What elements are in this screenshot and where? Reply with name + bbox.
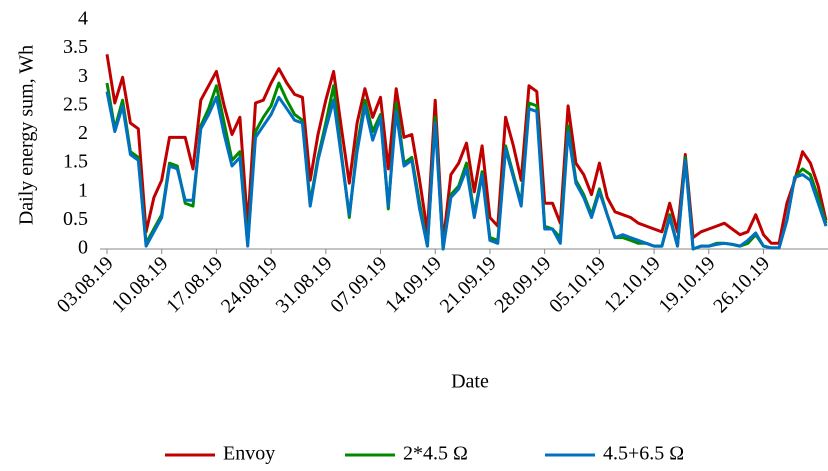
x-tick-label: 31.08.19 [272, 252, 337, 317]
y-tick-label: 3 [78, 65, 88, 87]
y-tick-label: 3.5 [63, 36, 88, 58]
x-tick-label: 10.08.19 [107, 252, 172, 317]
x-tick-label: 24.08.19 [217, 252, 282, 317]
y-tick-label: 0 [78, 237, 88, 259]
y-tick-label: 2 [78, 122, 88, 144]
y-tick-label: 2.5 [63, 93, 88, 115]
x-tick-label: 17.08.19 [162, 252, 227, 317]
x-axis-title: Date [451, 371, 489, 393]
series-line [105, 54, 828, 245]
legend-label: Envoy [223, 443, 275, 465]
x-tick-label: 19.10.19 [655, 252, 720, 317]
x-tick-label: 05.10.19 [545, 252, 610, 317]
legend-label: 2*4.5 Ω [403, 443, 468, 465]
x-tick-label: 28.09.19 [490, 252, 555, 317]
series-line [105, 91, 828, 251]
x-tick-label: 12.10.19 [600, 252, 665, 317]
y-axis-title: Daily energy sum, Wh [16, 45, 38, 225]
x-tick-label: 21.09.19 [436, 252, 501, 317]
y-tick-label: 1.5 [63, 151, 88, 173]
x-tick-label: 14.09.19 [381, 252, 446, 317]
x-tick-label: 07.09.19 [326, 252, 391, 317]
y-tick-label: 4 [78, 8, 88, 30]
legend-label: 4.5+6.5 Ω [603, 443, 684, 465]
y-tick-label: 0.5 [63, 208, 88, 230]
x-tick-label: 03.08.19 [53, 252, 118, 317]
y-tick-label: 1 [78, 179, 88, 201]
x-tick-label: 26.10.19 [709, 252, 774, 317]
